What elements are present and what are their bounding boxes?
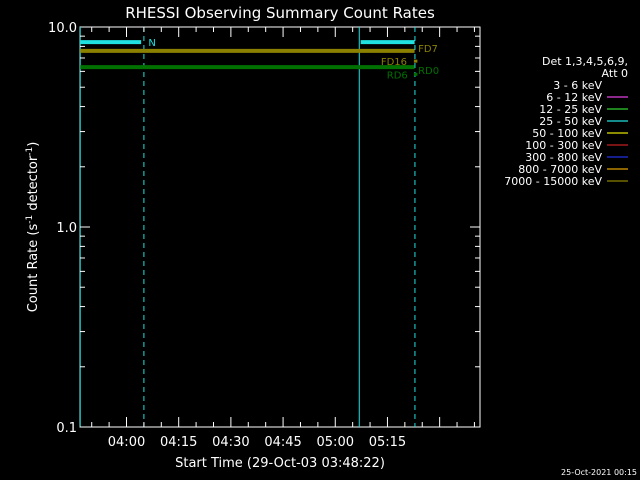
legend-entry-label: 3 - 6 keV <box>553 79 602 92</box>
annotation-label: RD6 <box>387 70 408 81</box>
annotation-label: FD7 <box>418 44 438 55</box>
x-tick-label: 04:15 <box>160 435 197 450</box>
legend-header-line: Det 1,3,4,5,6,9, <box>542 55 628 68</box>
legend-entry-label: 25 - 50 keV <box>539 115 602 128</box>
x-tick-label: 05:00 <box>317 435 354 450</box>
x-axis-label: Start Time (29-Oct-03 03:48:22) <box>175 456 385 471</box>
x-tick-label: 05:15 <box>369 435 406 450</box>
chart-title: RHESSI Observing Summary Count Rates <box>125 4 435 22</box>
y-axis-label-sup2: -1 <box>25 147 35 156</box>
legend-entry-label: 7000 - 15000 keV <box>504 175 602 188</box>
y-axis-label-sup1: -1 <box>25 215 35 224</box>
legend-entry-label: 100 - 300 keV <box>525 139 602 152</box>
x-tick-label: 04:00 <box>108 435 145 450</box>
x-tick-label: 04:30 <box>212 435 249 450</box>
legend-entry-label: 6 - 12 keV <box>546 91 602 104</box>
y-tick-label: 1.0 <box>56 221 77 236</box>
legend-entry-label: 12 - 25 keV <box>539 103 602 116</box>
legend-entry-label: 800 - 7000 keV <box>518 163 602 176</box>
legend-entry-label: 50 - 100 keV <box>532 127 602 140</box>
legend-header-line: Att 0 <box>602 67 628 80</box>
annotation-label: RD0 <box>418 66 439 77</box>
x-tick-label: 04:45 <box>264 435 301 450</box>
legend-entry-label: 300 - 800 keV <box>525 151 602 164</box>
y-axis-label-main: Count Rate (s <box>26 224 41 313</box>
y-axis-label: Count Rate (s-1 detector-1) <box>25 142 41 313</box>
y-tick-label: 0.1 <box>56 421 77 436</box>
annotation-label: N <box>148 38 155 49</box>
y-axis-label-mid: detector <box>26 155 41 215</box>
annotation-label: FD16 <box>381 57 407 68</box>
y-axis-label-end: ) <box>26 142 41 147</box>
y-tick-label: 10.0 <box>48 21 77 36</box>
timestamp: 25-Oct-2021 00:15 <box>561 468 637 477</box>
